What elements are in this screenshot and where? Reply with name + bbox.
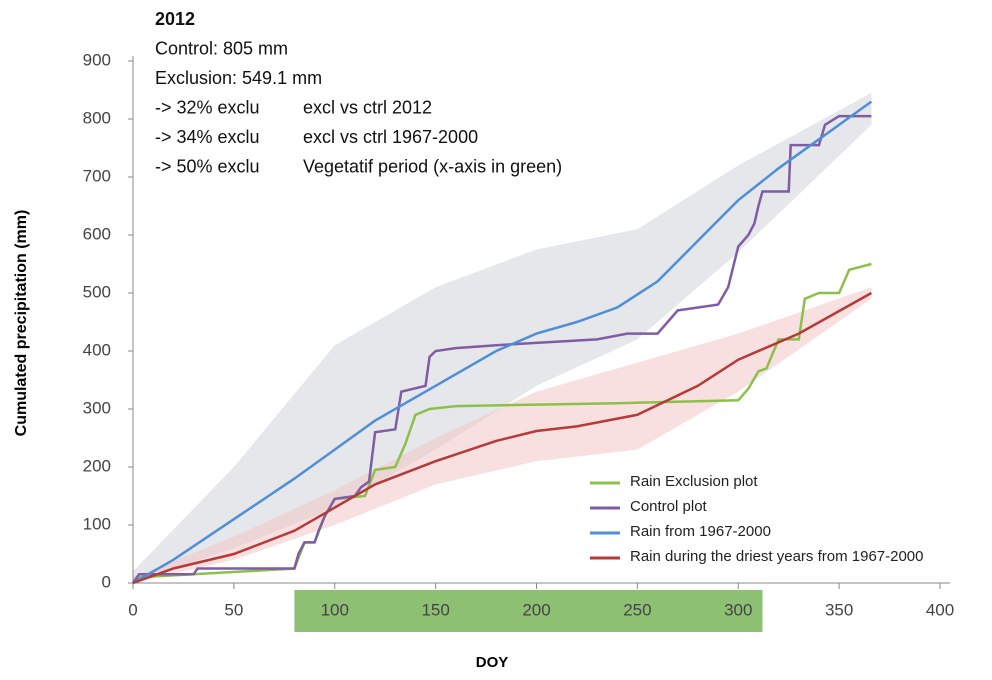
y-tick-label: 900: [83, 50, 111, 69]
annotation: -> 32% exclu: [155, 97, 260, 117]
x-tick-label: 200: [522, 600, 550, 619]
x-tick-label: 350: [825, 600, 853, 619]
annotation: -> 50% exclu: [155, 156, 260, 176]
x-tick-label: 400: [926, 600, 954, 619]
x-tick-label: 250: [623, 600, 651, 619]
annotation: 2012: [155, 9, 195, 29]
series-line: [132, 100, 873, 585]
y-axis-label: Cumulated precipitation (mm): [13, 210, 30, 437]
y-tick-label: 500: [83, 282, 111, 301]
y-tick-label: 200: [83, 456, 111, 475]
annotation: excl vs ctrl 1967-2000: [303, 127, 478, 147]
annotation: Vegetatif period (x-axis in green): [303, 156, 562, 176]
y-tick-label: 800: [83, 108, 111, 127]
legend-label: Rain from 1967-2000: [630, 523, 771, 540]
y-tick-label: 300: [83, 398, 111, 417]
y-tick-label: 600: [83, 224, 111, 243]
y-tick-label: 0: [102, 572, 111, 591]
error-band: [133, 287, 872, 583]
x-tick-label: 50: [224, 600, 243, 619]
series-line: [132, 291, 873, 585]
legend-label: Rain Exclusion plot: [630, 473, 758, 490]
y-tick-label: 700: [83, 166, 111, 185]
x-axis-label: DOY: [476, 654, 509, 671]
annotation: excl vs ctrl 2012: [303, 97, 432, 117]
legend-label: Rain during the driest years from 1967-2…: [630, 548, 924, 565]
annotation: Control: 805 mm: [155, 38, 288, 58]
series-line: [131, 114, 872, 584]
vegetative-period: [294, 590, 763, 632]
y-tick-label: 400: [83, 340, 111, 359]
legend-label: Control plot: [630, 498, 708, 515]
x-tick-label: 0: [128, 600, 137, 619]
y-tick-label: 100: [83, 514, 111, 533]
annotation: Exclusion: 549.1 mm: [155, 68, 322, 88]
x-tick-label: 300: [724, 600, 752, 619]
annotation: -> 34% exclu: [155, 127, 260, 147]
x-tick-label: 150: [421, 600, 449, 619]
x-tick-label: 100: [321, 600, 349, 619]
